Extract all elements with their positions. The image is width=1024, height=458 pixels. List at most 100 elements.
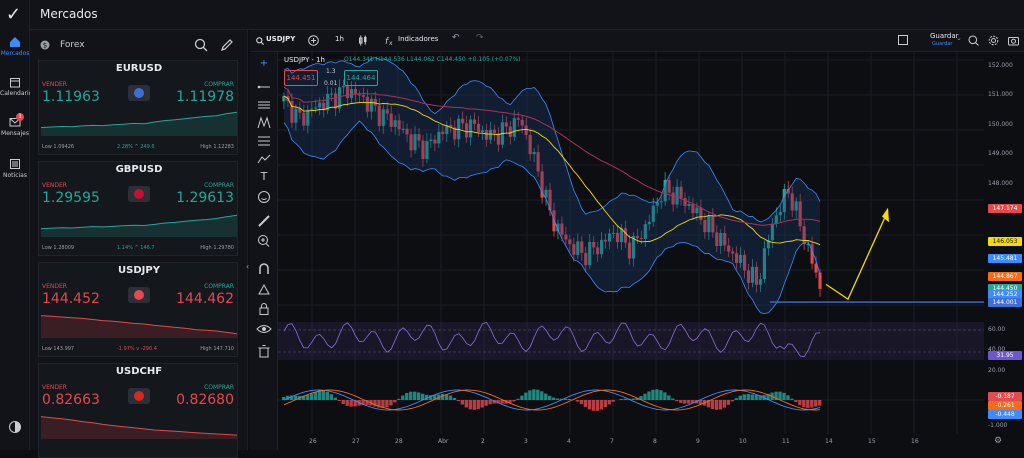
buy-price[interactable]: 1.11978 [176,89,234,105]
zoom-icon[interactable] [968,35,979,46]
macd-histogram-bar [663,392,666,400]
sell-price[interactable]: 144.452 [42,291,100,307]
macd-histogram-bar [576,400,579,402]
macd-histogram-bar [786,395,789,400]
sell-price[interactable]: 1.29595 [42,190,100,206]
add-symbol-icon[interactable] [308,35,319,46]
macd-histogram-bar [687,400,690,404]
macd-histogram-bar [314,392,317,400]
magnet-icon[interactable] [256,262,272,276]
y-axis-tick: 149.000 [988,150,1013,157]
macd-histogram-bar [794,400,797,402]
macd-histogram-bar [409,392,412,400]
sell-price[interactable]: 1.11963 [42,89,100,105]
macd-histogram-bar [747,394,750,400]
sell-button[interactable]: 144.451 [284,70,318,86]
chevron-down-icon[interactable]: ⌄ [956,34,962,42]
macd-histogram-bar [342,400,345,404]
x-axis-label: 2 [481,438,485,445]
trend-line-icon[interactable] [256,80,272,94]
zoom-in-icon[interactable] [256,234,272,248]
pattern-icon[interactable] [256,152,272,166]
trash-icon[interactable] [256,344,272,358]
lock-drawing-icon[interactable] [256,282,272,296]
macd-histogram-bar [778,392,781,400]
macd-histogram-bar [524,393,527,400]
crosshair-icon[interactable]: + [256,58,272,72]
x-axis-label: 8 [653,438,657,445]
watchlist-header: $ Forex [38,38,238,54]
redo-icon[interactable]: ↷ [476,33,484,43]
macd-histogram-bar [620,399,623,400]
buy-label: COMPRAR [204,384,234,391]
change-value: 1.14% ^ 146.7 [117,245,155,251]
macd-histogram-bar [413,392,416,400]
macd-histogram-bar [556,399,559,400]
buy-price[interactable]: 1.29613 [176,190,234,206]
interval-selector[interactable]: 1h [335,35,344,43]
lot-size-input[interactable]: 0.01 [324,80,337,87]
macd-histogram-bar [715,400,718,410]
spread-value: 1.3 [326,68,336,75]
search-icon[interactable] [194,38,208,52]
settings-gear-icon[interactable] [988,35,999,46]
save-button[interactable]: Guardar [930,32,959,40]
macd-histogram-bar [465,400,468,407]
x-axis-label: 16 [911,438,919,445]
chart-canvas[interactable] [278,52,1024,450]
sell-label: VENDER [42,182,67,189]
rail-item-markets[interactable]: Mercados [0,36,30,57]
sell-label: VENDER [42,81,67,88]
x-axis-label: Abr [438,438,448,445]
candle-type-icon[interactable] [358,35,368,46]
search-icon [256,37,264,45]
undo-icon[interactable]: ↶ [452,33,460,43]
layout-checkbox[interactable] [898,35,908,45]
theme-toggle-icon[interactable] [8,420,22,434]
sell-price[interactable]: 0.82663 [42,392,100,408]
home-icon [9,36,21,48]
change-value: -1.97% v -290.4 [117,346,157,352]
flag-icon [128,186,150,202]
lock-icon[interactable] [256,302,272,316]
rail-item-messages[interactable]: 1 Mensajes [0,116,30,137]
change-value: 2.28% ^ 249.6 [117,144,155,150]
axis-settings-icon[interactable]: ⚙ [994,436,1002,446]
buy-button[interactable]: 144.464 [344,70,378,86]
symbol-selector[interactable]: USDJPY [266,35,295,43]
buy-price[interactable]: 144.462 [176,291,234,307]
x-axis-label: 28 [395,438,403,445]
text-tool-icon[interactable]: T [256,170,272,184]
ruler-icon[interactable] [256,214,272,228]
edit-icon[interactable] [220,38,234,52]
indicators-button[interactable]: Indicadores [398,35,438,43]
rail-item-label: Mercados [0,50,30,57]
sell-label: VENDER [42,384,67,391]
buy-price[interactable]: 0.82680 [176,392,234,408]
collapse-panel-icon[interactable]: ‹ [246,262,252,274]
sparkline [41,310,237,338]
rail-item-news[interactable]: Noticias [0,158,30,179]
sparkline [41,108,237,136]
rail-item-calendar[interactable]: Calendario [0,76,30,97]
chart-symbol-title: USDJPY · 1h [284,56,325,64]
eye-icon[interactable] [256,322,272,336]
buy-label: COMPRAR [204,283,234,290]
x-axis-label: 3 [524,438,528,445]
horizontal-lines-icon[interactable] [256,98,272,112]
rail-item-label: Mensajes [0,130,30,137]
macd-histogram-bar [389,400,392,405]
camera-icon[interactable] [1008,35,1019,46]
macd-histogram-bar [453,398,456,400]
pitchfork-icon[interactable] [256,116,272,130]
emoji-icon[interactable] [256,190,272,204]
macd-histogram-bar [528,390,531,400]
price-label: 144.867 [988,272,1022,281]
price-chart[interactable]: USDJPY · 1h O144.341 H144.536 L144.062 C… [278,52,1024,450]
fib-retracement-icon[interactable] [256,134,272,148]
